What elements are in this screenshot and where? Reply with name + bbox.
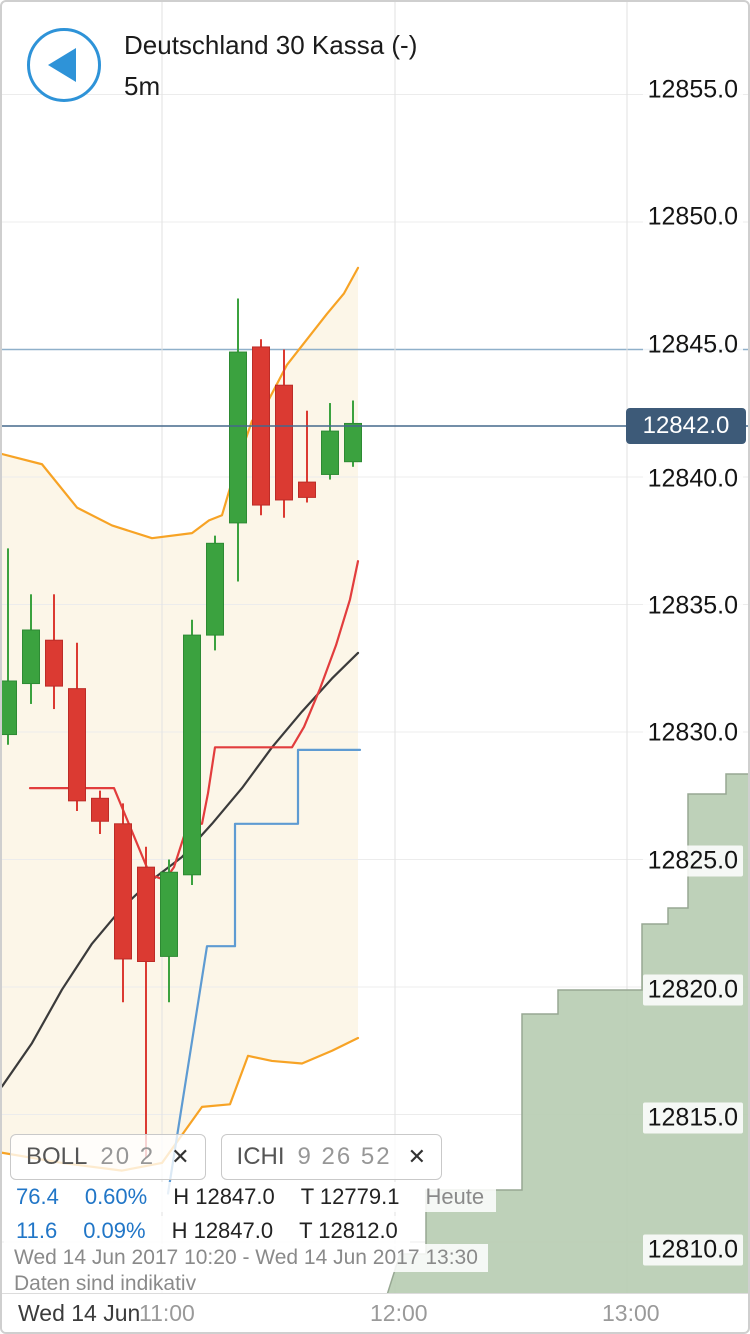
date-range-label: Wed 14 Jun 2017 10:20 - Wed 14 Jun 2017 … <box>4 1244 488 1272</box>
time-axis-session-label: Wed 14 Jun <box>18 1300 141 1326</box>
range-high: H 12847.0 <box>171 1218 274 1243</box>
price-axis-label: 12840.0 <box>642 463 743 495</box>
back-arrow-icon <box>48 48 76 82</box>
session-info-row: 76.4 0.60% H 12847.0 T 12779.1 Heute <box>4 1182 497 1212</box>
back-button[interactable] <box>27 28 101 102</box>
indicator-name: ICHI <box>236 1143 285 1170</box>
price-axis-label: 12815.0 <box>642 1102 743 1134</box>
indicator-chip-ichi[interactable]: ICHI 9 26 52 ✕ <box>220 1134 443 1180</box>
remove-ichi-icon[interactable]: ✕ <box>407 1144 427 1169</box>
range-change: 11.6 <box>16 1218 58 1243</box>
day-low: T 12779.1 <box>300 1184 400 1209</box>
price-axis-label: 12825.0 <box>642 845 743 877</box>
current-price-value: 12842.0 <box>642 412 730 439</box>
indicator-params: 20 2 <box>100 1143 156 1170</box>
time-axis-label: 13:00 <box>602 1300 660 1326</box>
instrument-block: Deutschland 30 Kassa (-) 5m <box>124 30 417 102</box>
day-high: H 12847.0 <box>173 1184 275 1209</box>
range-change-pct: 0.09% <box>83 1218 146 1243</box>
price-axis-label: 12835.0 <box>642 590 743 622</box>
time-axis-label: 11:00 <box>139 1300 195 1326</box>
visible-range-info-row: 11.6 0.09% H 12847.0 T 12812.0 <box>4 1216 410 1246</box>
indicator-name: BOLL <box>26 1143 88 1170</box>
indicator-params: 9 26 52 <box>297 1143 392 1170</box>
time-axis: Wed 14 Jun 11:00 12:00 13:00 <box>2 1293 748 1332</box>
time-axis-label: 12:00 <box>370 1300 428 1326</box>
day-change: 76.4 <box>16 1184 59 1209</box>
range-low: T 12812.0 <box>299 1218 398 1243</box>
period-label: Heute <box>425 1184 485 1209</box>
timeframe-label[interactable]: 5m <box>124 71 161 101</box>
price-axis-label: 12830.0 <box>642 717 743 749</box>
current-price-badge: 12842.0 <box>626 408 746 444</box>
instrument-title: Deutschland 30 Kassa (-) <box>124 30 418 60</box>
price-axis-label: 12845.0 <box>642 329 743 361</box>
price-axis-label: 12850.0 <box>642 201 743 233</box>
day-change-pct: 0.60% <box>84 1184 148 1209</box>
remove-boll-icon[interactable]: ✕ <box>171 1144 190 1169</box>
price-axis-label: 12820.0 <box>642 974 743 1006</box>
indicator-chip-boll[interactable]: BOLL 20 2 ✕ <box>10 1134 206 1180</box>
price-axis-label: 12855.0 <box>642 74 743 106</box>
indicator-chips: BOLL 20 2 ✕ ICHI 9 26 52 ✕ <box>10 1134 443 1180</box>
price-axis-label: 12810.0 <box>642 1234 743 1266</box>
